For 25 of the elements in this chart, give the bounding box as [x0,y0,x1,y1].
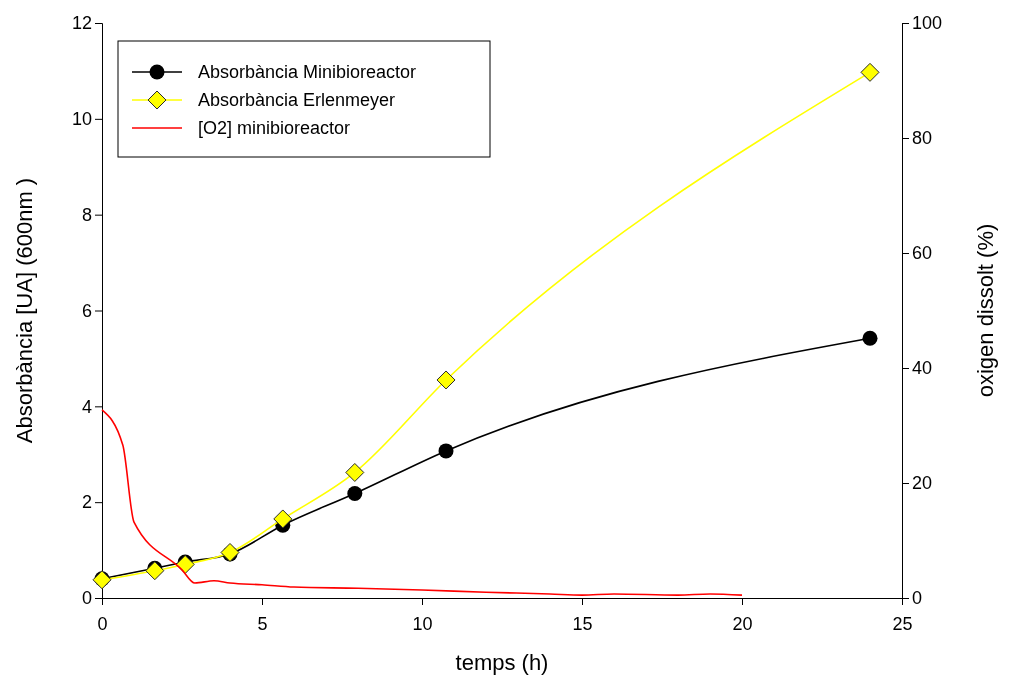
y2-tick-label: 100 [912,13,943,34]
y-tick-label: 8 [81,204,92,225]
legend-label: Absorbància Erlenmeyer [198,90,396,110]
x-tick-label: 20 [732,613,753,634]
y-tick-label: 4 [81,396,92,417]
y2-tick-label: 60 [912,243,933,264]
y2-tick-label: 20 [912,473,933,494]
x-tick-label: 0 [97,613,108,634]
y2-axis-title: oxigen dissolt (%) [973,223,998,398]
y-tick-label: 2 [81,492,92,513]
y2-tick-label: 80 [912,128,933,149]
x-tick-label: 25 [892,613,913,634]
y2-tick-label: 40 [912,358,933,379]
y-tick-label: 10 [71,109,92,130]
y-tick-label: 6 [81,300,92,321]
y-tick-label: 12 [71,13,92,34]
x-tick-label: 15 [572,613,593,634]
y-tick-label: 0 [81,588,92,609]
y2-tick-label: 0 [912,588,923,609]
y-axis-title: Absorbància [UA] (600nm ) [12,177,37,444]
x-tick-label: 5 [257,613,268,634]
x-axis-title: temps (h) [455,650,549,675]
x-tick-label: 10 [412,613,433,634]
legend-label: Absorbància Minibioreactor [198,62,417,82]
legend-label: [O2] minibioreactor [198,118,351,138]
